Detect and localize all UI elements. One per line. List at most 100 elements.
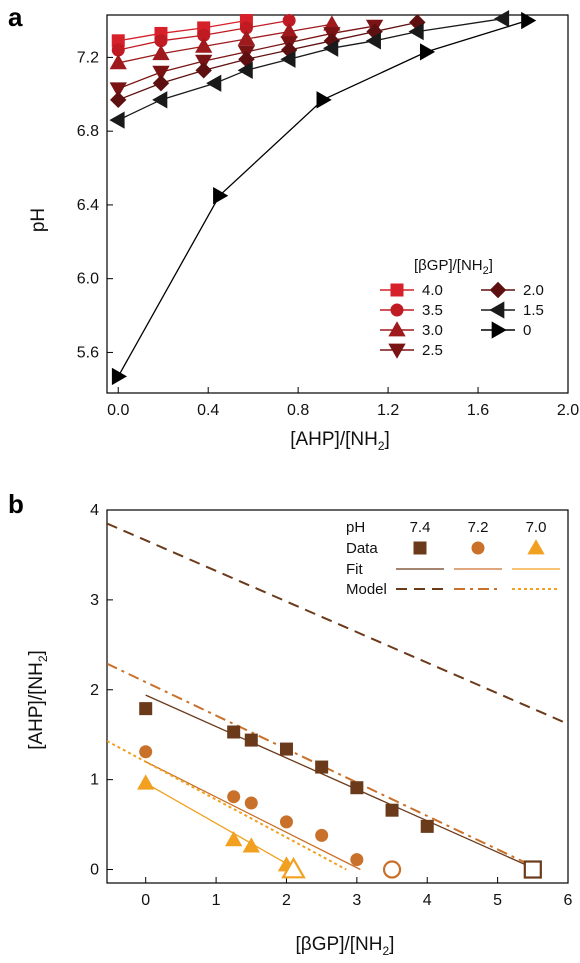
panel-b: b [AHP]/[NH2] [βGP]/[NH2] 0 1 2 3 4 5 6 0 1 2 3 4 p… xyxy=(8,489,573,958)
legend-marker-1.5 xyxy=(489,301,505,319)
data-point-7.0 xyxy=(242,837,260,853)
data-point-7.4 xyxy=(420,819,434,833)
legend-label-2.5: 2.5 xyxy=(422,342,443,359)
panel-a-ylabel: pH xyxy=(28,208,49,232)
data-point-7.4 xyxy=(385,803,399,817)
panel-b-xtick-label: 1 xyxy=(212,892,221,909)
legend-marker-0 xyxy=(491,321,507,339)
series-line-4.0 xyxy=(118,19,247,42)
data-point-2.5 xyxy=(195,54,213,70)
panel-a-xtick-label: 0.8 xyxy=(287,402,309,419)
panel-a-axes: 0.0 0.4 0.8 1.2 1.6 2.0 5.6 6.0 6.4 6.8 7.2 xyxy=(77,10,579,419)
legend-marker-7.0 xyxy=(527,539,545,555)
fit-line-7.0 xyxy=(145,782,298,871)
data-point-7.2 xyxy=(227,790,241,804)
panel-b-xtick-label: 3 xyxy=(352,892,361,909)
data-point-7.2 xyxy=(279,815,293,829)
legend-label-3.0: 3.0 xyxy=(422,322,443,339)
open-point-7.4 xyxy=(523,860,542,879)
data-point-7.4 xyxy=(139,702,153,716)
model-line-7.4 xyxy=(107,522,568,725)
panel-b-ytick-label: 1 xyxy=(90,772,99,789)
panel-b-plot-frame xyxy=(106,509,569,884)
data-point-3.0 xyxy=(109,54,127,70)
data-point-1.5 xyxy=(280,50,296,68)
panel-b-ytick-label: 2 xyxy=(90,682,99,699)
legend-row-fit: Fit xyxy=(346,561,363,578)
fit-line-7.4 xyxy=(145,694,537,871)
legend-label-3.5: 3.5 xyxy=(422,302,443,319)
data-point-7.4 xyxy=(350,781,364,795)
panel-b-xtick-label: 5 xyxy=(493,892,502,909)
data-point-2.5 xyxy=(109,82,127,98)
panel-b-ytick-label: 0 xyxy=(90,862,99,879)
panel-a-legend: [βGP]/[NH2] 4.0 3.5 3.0 2.5 2.0 1.5 0 xyxy=(380,257,544,359)
model-line-7.2 xyxy=(107,662,541,871)
legend-marker-2.5 xyxy=(388,343,406,359)
data-point-7.2 xyxy=(244,796,258,810)
panel-a-label: a xyxy=(8,2,23,32)
fit-line-7.2 xyxy=(145,761,361,871)
panel-b-ytick-label: 3 xyxy=(90,592,99,609)
panel-b-legend: pH 7.4 7.2 7.0 Data Fit Model xyxy=(346,519,560,598)
data-point-7.4 xyxy=(227,725,241,739)
panel-b-xtick-label: 0 xyxy=(141,892,150,909)
panel-b-axes: 0 1 2 3 4 5 6 0 1 2 3 4 xyxy=(90,502,572,909)
panel-b-xtick-label: 2 xyxy=(282,892,291,909)
legend-row-data: Data xyxy=(346,540,378,557)
panel-a-ytick-label: 6.4 xyxy=(77,197,99,214)
data-point-7.4 xyxy=(279,742,293,756)
data-point-3.0 xyxy=(195,37,213,53)
data-point-3.0 xyxy=(237,30,256,46)
data-point-7.2 xyxy=(139,745,153,759)
legend-marker-4.0 xyxy=(390,283,404,297)
panel-a: a pH [AHP]/[NH2] 0.0 0.4 0.8 1.2 1.6 2.0 5.6 6.… xyxy=(8,2,579,453)
data-point-1.5 xyxy=(237,61,253,79)
data-point-7.4 xyxy=(315,760,329,774)
data-point-0 xyxy=(316,91,332,109)
data-point-1.5 xyxy=(152,91,168,109)
data-point-2.5 xyxy=(152,65,170,81)
panel-b-xtick-label: 6 xyxy=(564,892,573,909)
legend-label-2.0: 2.0 xyxy=(523,282,544,299)
data-point-0 xyxy=(111,367,128,386)
panel-b-ylabel: [AHP]/[NH2] xyxy=(26,650,50,750)
panel-a-xtick-label: 1.2 xyxy=(377,402,399,419)
series-line-0 xyxy=(117,19,528,377)
series-line-2.0 xyxy=(118,21,418,101)
data-point-0 xyxy=(419,43,436,61)
panel-a-xtick-label: 0.0 xyxy=(107,402,129,419)
legend-marker-2.0 xyxy=(489,281,507,299)
legend-marker-3.0 xyxy=(388,321,406,337)
legend-marker-7.4 xyxy=(413,541,427,555)
panel-b-label: b xyxy=(8,489,24,519)
legend-label-1.5: 1.5 xyxy=(523,302,544,319)
data-point-7.0 xyxy=(137,774,155,790)
legend-row-model: Model xyxy=(346,581,387,598)
data-point-7.0 xyxy=(225,831,243,847)
data-point-1.5 xyxy=(408,22,424,41)
data-point-1.5 xyxy=(323,39,339,57)
data-point-0 xyxy=(213,187,229,205)
panel-a-xtick-label: 0.4 xyxy=(197,402,219,419)
panel-b-xtick-label: 4 xyxy=(423,892,432,909)
legend-marker-3.5 xyxy=(390,303,404,317)
data-point-7.2 xyxy=(350,853,364,867)
panel-b-xlabel: [βGP]/[NH2] xyxy=(296,934,395,958)
series-line-3.0 xyxy=(118,23,332,64)
data-point-2.0 xyxy=(195,62,212,79)
legend-ph-7.2: 7.2 xyxy=(468,519,489,536)
panel-a-ytick-label: 7.2 xyxy=(77,49,99,66)
data-point-1.5 xyxy=(493,10,510,28)
panel-a-ytick-label: 6.0 xyxy=(77,271,99,288)
data-point-0 xyxy=(521,11,537,30)
data-point-1.5 xyxy=(109,111,125,129)
legend-ph-7.4: 7.4 xyxy=(410,519,431,536)
panel-b-plot-area xyxy=(107,522,568,879)
data-point-3.0 xyxy=(152,44,170,61)
legend-label-0: 0 xyxy=(523,322,531,339)
legend-ph-header: pH xyxy=(346,519,365,536)
panel-a-plot-frame xyxy=(106,14,569,394)
data-point-1.5 xyxy=(365,32,381,50)
